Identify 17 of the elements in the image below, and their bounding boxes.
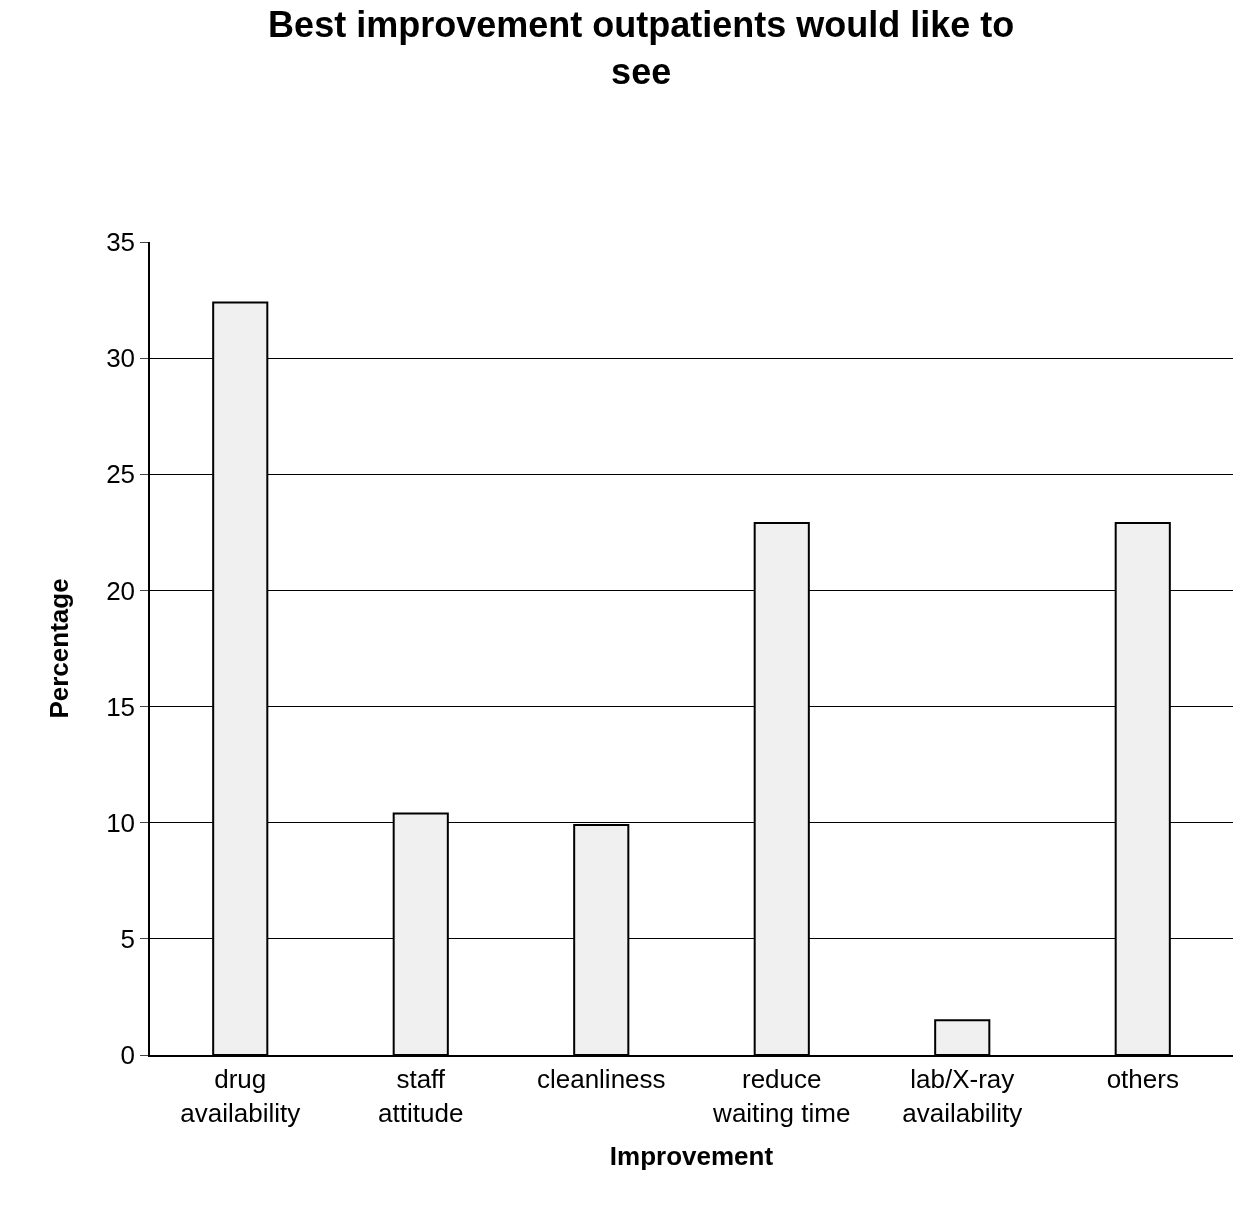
y-axis-title: Percentage — [44, 578, 75, 719]
x-axis-title: Improvement — [609, 1140, 774, 1171]
y-tick-label: 25 — [106, 459, 136, 490]
chart-title: Best improvement outpatients would like to see — [268, 3, 1015, 92]
y-tick-label: 5 — [120, 923, 136, 954]
x-tick-label: staff attitude — [378, 1063, 464, 1128]
y-tick-label: 35 — [106, 227, 136, 258]
y-tick-label: 0 — [120, 1040, 136, 1071]
x-tick-label: reduce waiting time — [712, 1063, 851, 1128]
y-tick-label: 20 — [106, 575, 136, 606]
x-tick-label: drug availability — [180, 1063, 301, 1128]
y-tick-label: 10 — [106, 807, 136, 838]
x-tick-label: lab/X-ray availability — [902, 1063, 1023, 1128]
y-tick-label: 15 — [106, 691, 136, 722]
x-tick-label: others — [1106, 1063, 1179, 1094]
x-tick-label: cleanliness — [536, 1063, 666, 1094]
y-tick-label: 30 — [106, 343, 136, 374]
